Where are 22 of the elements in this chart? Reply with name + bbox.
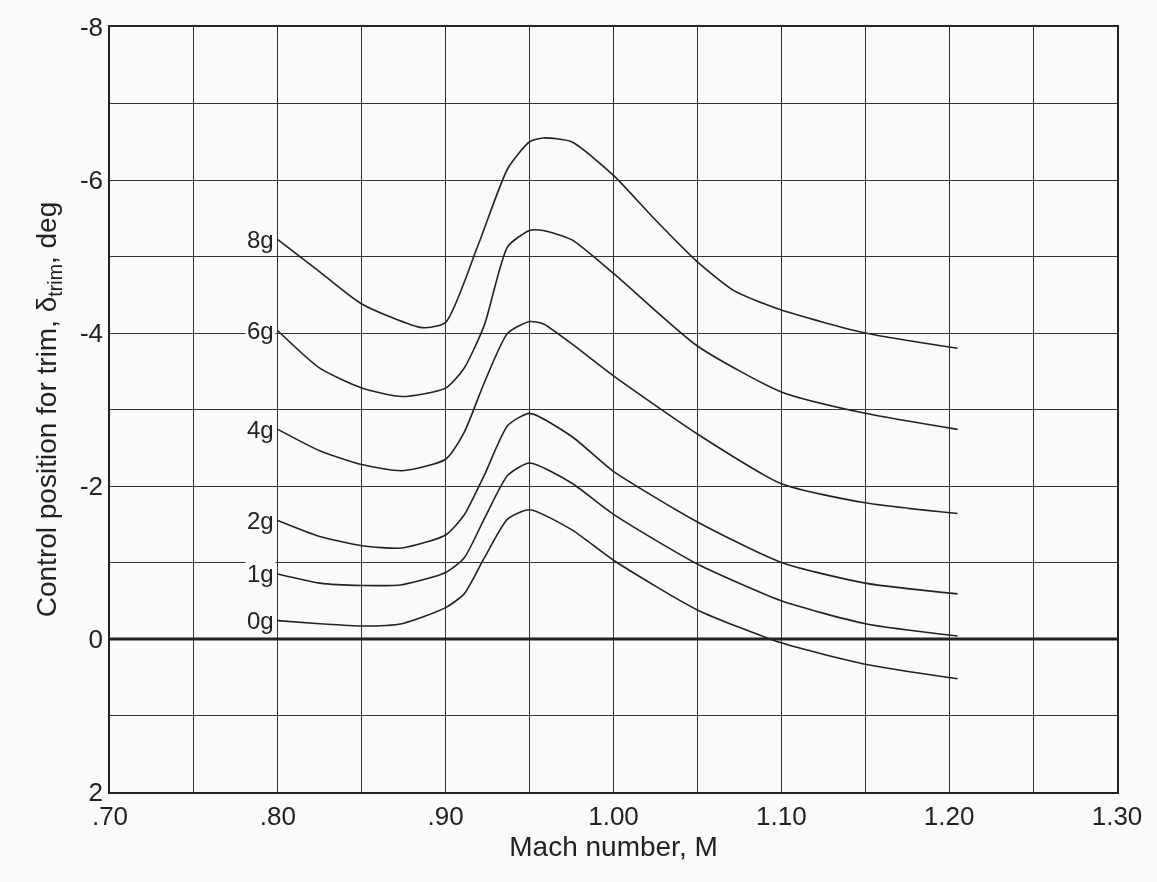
line-series — [277, 412, 959, 595]
y-tick-label: 0 — [88, 624, 104, 655]
series-label: 2g — [247, 507, 274, 534]
series-label: 0g — [247, 607, 274, 634]
x-tick-label: 1.00 — [588, 800, 639, 831]
x-tick-label: .80 — [259, 800, 296, 831]
series-label: 6g — [247, 317, 274, 344]
series-label: 8g — [247, 226, 274, 253]
y-tick-label: -6 — [79, 165, 104, 196]
x-tick-label: 1.30 — [1091, 800, 1143, 831]
y-tick-label: -2 — [79, 471, 104, 502]
y-tick-label: -4 — [79, 318, 104, 349]
series-label: 1g — [247, 560, 274, 587]
x-tick-label: 1.10 — [756, 800, 807, 831]
x-axis-title: Mach number, M — [509, 830, 718, 862]
x-tick-label: .90 — [427, 800, 464, 831]
x-tick-label: 1.20 — [923, 800, 975, 831]
line-series — [277, 137, 959, 350]
y-tick-label: -8 — [79, 12, 104, 43]
line-series — [277, 229, 959, 431]
line-series — [277, 320, 959, 515]
series-label: 4g — [247, 416, 274, 443]
